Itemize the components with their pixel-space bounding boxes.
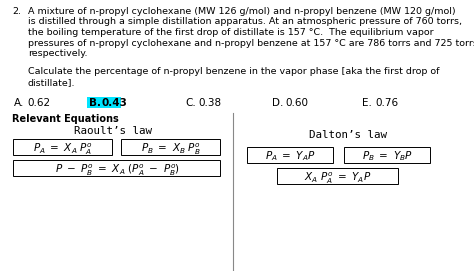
Text: Calculate the percentage of n-propyl benzene in the vapor phase [aka the first d: Calculate the percentage of n-propyl ben… (28, 67, 439, 76)
Text: 0.62: 0.62 (27, 98, 50, 108)
Text: 2.: 2. (12, 7, 21, 16)
Text: the boiling temperature of the first drop of distillate is 157 °C.  The equilibr: the boiling temperature of the first dro… (28, 28, 434, 37)
Bar (87, 96, 121, 108)
Text: E.: E. (362, 98, 372, 108)
Text: Relevant Equations: Relevant Equations (12, 114, 119, 124)
FancyBboxPatch shape (121, 139, 220, 155)
Text: 0.76: 0.76 (375, 98, 398, 108)
Text: respectively.: respectively. (28, 49, 88, 58)
Text: B.: B. (89, 98, 101, 108)
Text: Raoult’s law: Raoult’s law (74, 125, 152, 136)
Text: 0.60: 0.60 (285, 98, 308, 108)
Text: Dalton’s law: Dalton’s law (309, 130, 387, 140)
Text: A.: A. (14, 98, 24, 108)
Text: distillate].: distillate]. (28, 78, 75, 87)
Text: pressures of n-propyl cyclohexane and n-propyl benzene at 157 °C are 786 torrs a: pressures of n-propyl cyclohexane and n-… (28, 38, 474, 47)
Text: $P\ -\ P^o_B\ =\ X_A\ (P^o_A\ -\ P^o_B)$: $P\ -\ P^o_B\ =\ X_A\ (P^o_A\ -\ P^o_B)$ (55, 163, 180, 178)
Text: D.: D. (272, 98, 283, 108)
Text: $P_B\ =\ X_B\ P^o_B$: $P_B\ =\ X_B\ P^o_B$ (141, 141, 201, 157)
Text: 0.43: 0.43 (102, 98, 128, 108)
FancyBboxPatch shape (345, 147, 430, 163)
Text: $P_A\ =\ X_A\ P^o_A$: $P_A\ =\ X_A\ P^o_A$ (33, 141, 93, 157)
Text: C.: C. (185, 98, 196, 108)
FancyBboxPatch shape (247, 147, 334, 163)
Text: $P_A\ =\ Y_A P$: $P_A\ =\ Y_A P$ (265, 150, 316, 163)
FancyBboxPatch shape (13, 160, 220, 176)
Text: 0.38: 0.38 (198, 98, 221, 108)
Text: $P_B\ =\ Y_B P$: $P_B\ =\ Y_B P$ (362, 150, 413, 163)
Text: is distilled through a simple distillation apparatus. At an atmospheric pressure: is distilled through a simple distillati… (28, 18, 462, 27)
Text: A mixture of n-propyl cyclohexane (MW 126 g/mol) and n-propyl benzene (MW 120 g/: A mixture of n-propyl cyclohexane (MW 12… (28, 7, 456, 16)
Text: $X_A\ P^o_A\ =\ Y_A P$: $X_A\ P^o_A\ =\ Y_A P$ (304, 170, 372, 186)
FancyBboxPatch shape (277, 168, 399, 184)
FancyBboxPatch shape (13, 139, 112, 155)
